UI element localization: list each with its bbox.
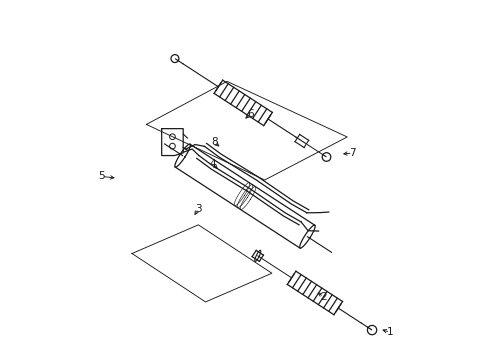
Text: 1: 1 bbox=[387, 327, 393, 337]
Text: 4: 4 bbox=[209, 159, 216, 169]
Text: 3: 3 bbox=[195, 204, 202, 214]
Text: 8: 8 bbox=[211, 138, 218, 147]
Text: 2: 2 bbox=[320, 292, 327, 302]
Text: 6: 6 bbox=[247, 109, 254, 119]
Text: 5: 5 bbox=[98, 171, 105, 181]
Text: 7: 7 bbox=[349, 148, 356, 158]
